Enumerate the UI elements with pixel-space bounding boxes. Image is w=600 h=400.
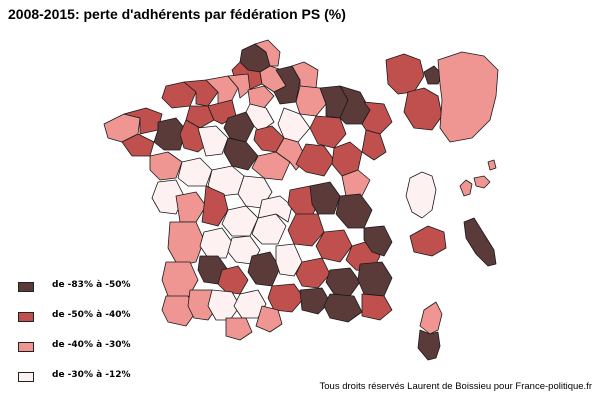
legend-swatch <box>18 342 34 352</box>
department-region <box>247 85 275 109</box>
department-region <box>199 227 233 259</box>
department-region <box>149 151 183 181</box>
department-region <box>487 159 497 171</box>
department-region <box>405 171 437 219</box>
department-region <box>197 125 229 157</box>
legend: de -83% à -50% de -50% à -40% de -40% à … <box>18 280 131 400</box>
department-region <box>275 243 303 277</box>
department-region <box>151 179 185 215</box>
department-region <box>339 85 371 125</box>
department-region <box>201 185 229 227</box>
department-region <box>361 293 393 321</box>
department-region <box>419 301 443 335</box>
inset-corsica <box>417 301 443 361</box>
department-region <box>121 133 155 157</box>
department-region <box>437 51 499 143</box>
map-title: 2008-2015: perte d'adhérents par fédérat… <box>8 6 346 22</box>
department-region <box>335 193 373 229</box>
mainland-france <box>103 39 393 341</box>
department-region <box>247 251 281 287</box>
department-region <box>309 181 341 215</box>
credit-text: Tous droits réservés Laurent de Boissieu… <box>319 381 592 392</box>
department-region <box>403 87 443 131</box>
department-region <box>185 105 215 129</box>
department-region <box>287 213 325 247</box>
legend-item: de -40% à -30% <box>18 340 131 370</box>
legend-swatch <box>18 372 34 382</box>
department-region <box>177 157 213 187</box>
department-region <box>459 179 473 197</box>
department-region <box>227 73 251 99</box>
department-region <box>295 143 335 177</box>
legend-swatch <box>18 282 34 292</box>
legend-label: de -30% à -12% <box>52 370 131 380</box>
department-region <box>473 175 491 189</box>
legend-label: de -40% à -30% <box>52 340 131 350</box>
department-region <box>223 137 259 171</box>
department-region <box>225 317 253 341</box>
department-region <box>325 267 361 297</box>
legend-label: de -50% à -40% <box>52 310 131 320</box>
department-region <box>417 329 441 361</box>
legend-item: de -50% à -40% <box>18 310 131 340</box>
department-region <box>161 295 197 327</box>
department-region <box>385 53 425 95</box>
department-region <box>363 225 393 257</box>
department-region <box>267 283 305 313</box>
legend-swatch <box>18 312 34 322</box>
legend-item: de -30% à -12% <box>18 370 131 400</box>
department-region <box>357 261 393 297</box>
department-region <box>299 287 331 315</box>
department-region <box>361 129 387 161</box>
department-region <box>315 229 353 263</box>
legend-label: de -83% à -50% <box>52 280 131 290</box>
inset-overseas <box>405 159 497 267</box>
department-region <box>463 217 497 267</box>
legend-item: de -83% à -50% <box>18 280 131 310</box>
department-region <box>257 195 293 223</box>
department-region <box>341 169 371 197</box>
department-region <box>167 221 205 267</box>
department-region <box>323 293 363 323</box>
department-region <box>255 305 283 333</box>
department-region <box>254 39 281 67</box>
department-region <box>217 265 249 295</box>
department-region <box>409 225 447 257</box>
department-region <box>175 191 207 223</box>
department-region <box>309 115 347 149</box>
department-region <box>153 117 187 151</box>
inset-ile-de-france <box>385 51 499 143</box>
